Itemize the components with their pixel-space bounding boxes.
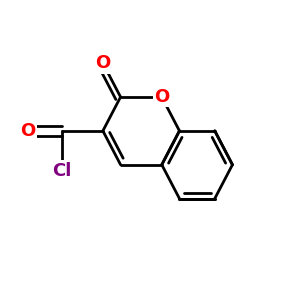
- Text: O: O: [20, 122, 35, 140]
- Text: O: O: [95, 54, 110, 72]
- Text: O: O: [154, 88, 170, 106]
- Text: Cl: Cl: [52, 162, 71, 180]
